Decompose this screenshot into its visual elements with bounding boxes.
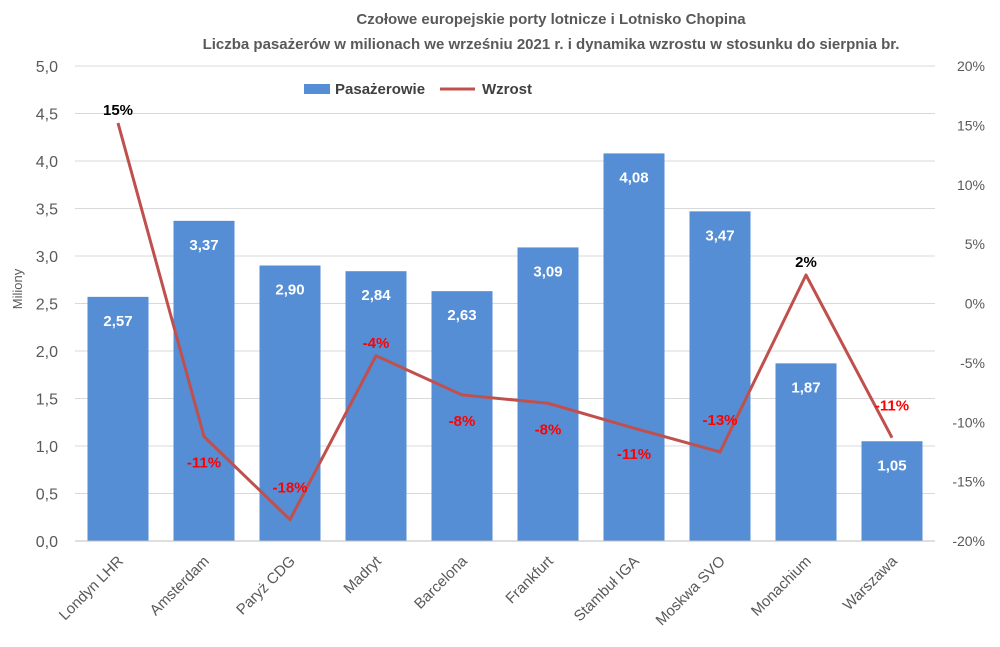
bar-value-label: 3,47: [705, 227, 734, 244]
x-tick-label: Monachium: [748, 553, 815, 620]
wzrost-value-label: -11%: [617, 446, 651, 463]
wzrost-value-label: -11%: [187, 455, 221, 472]
bar: [87, 296, 149, 541]
bar: [431, 291, 493, 541]
y-right-tick-label: -15%: [952, 474, 985, 490]
x-tick-label: Barcelona: [411, 552, 471, 612]
x-tick-label: Frankfurt: [502, 552, 557, 607]
wzrost-value-label: -8%: [449, 413, 476, 430]
wzrost-value-label: 15%: [103, 102, 133, 119]
bar: [775, 363, 837, 541]
legend-label-pasazerowie: Pasażerowie: [335, 81, 425, 98]
y-left-tick-label: 1,5: [36, 392, 58, 409]
x-tick-label: Londyn LHR: [56, 553, 127, 624]
bar: [173, 220, 235, 541]
legend-swatch-pasazerowie: [304, 84, 330, 94]
x-tick-label: Stambuł IGA: [571, 553, 643, 625]
chart-subtitle: Liczba pasażerów w milionach we wrześniu…: [203, 36, 900, 53]
bar: [345, 271, 407, 541]
legend-label-wzrost: Wzrost: [482, 81, 532, 98]
bar: [603, 153, 665, 541]
bar-value-label: 2,57: [103, 313, 132, 330]
y-left-tick-label: 4,0: [36, 154, 58, 171]
wzrost-value-label: -13%: [702, 412, 737, 429]
wzrost-value-label: -8%: [535, 421, 562, 438]
bar-value-label: 2,84: [361, 287, 391, 304]
chart-title: Czołowe europejskie porty lotnicze i Lot…: [356, 11, 746, 28]
x-tick-label: Paryż CDG: [233, 553, 299, 619]
bar-value-label: 2,90: [275, 282, 304, 299]
bar: [861, 441, 923, 541]
y-left-tick-label: 5,0: [36, 59, 58, 76]
y-right-tick-label: 15%: [957, 117, 985, 133]
y-left-tick-label: 3,5: [36, 202, 58, 219]
bar-value-label: 1,87: [791, 379, 820, 396]
y-left-tick-label: 0,5: [36, 487, 58, 504]
wzrost-value-label: -18%: [272, 480, 307, 497]
wzrost-line: [116, 122, 894, 522]
y-left-tick-label: 4,5: [36, 107, 58, 124]
y-right-tick-label: -10%: [952, 414, 985, 430]
bar-value-label: 4,08: [619, 169, 648, 186]
bar-value-label: 1,05: [877, 457, 906, 474]
legend: Pasażerowie Wzrost: [304, 81, 532, 98]
wzrost-value-label: -11%: [875, 398, 909, 415]
x-tick-label: Madryt: [340, 552, 385, 597]
x-tick-label: Moskwa SVO: [653, 553, 729, 629]
y-right-tick-label: 5%: [965, 236, 985, 252]
y-left-tick-label: 3,0: [36, 249, 58, 266]
x-tick-label: Amsterdam: [147, 553, 213, 619]
bar-value-label: 3,37: [189, 237, 218, 254]
y-axis-label: Miliony: [10, 268, 25, 309]
wzrost-value-label: -4%: [363, 335, 390, 352]
y-right-tick-label: -20%: [952, 533, 985, 549]
y-right-tick-label: -5%: [960, 355, 985, 371]
y-right-tick-label: 20%: [957, 58, 985, 74]
y-left-tick-label: 2,0: [36, 344, 58, 361]
wzrost-value-label: 2%: [795, 254, 817, 271]
y-right-tick-label: 0%: [965, 296, 985, 312]
bar-value-label: 3,09: [533, 263, 562, 280]
bar: [517, 247, 579, 541]
bar: [259, 265, 321, 541]
y-left-tick-label: 1,0: [36, 439, 58, 456]
y-left-tick-label: 0,0: [36, 534, 58, 551]
bar: [689, 211, 751, 541]
x-tick-label: Warszawa: [840, 552, 902, 614]
bar-value-label: 2,63: [447, 307, 476, 324]
y-left-tick-label: 2,5: [36, 297, 58, 314]
y-right-tick-label: 10%: [957, 177, 985, 193]
